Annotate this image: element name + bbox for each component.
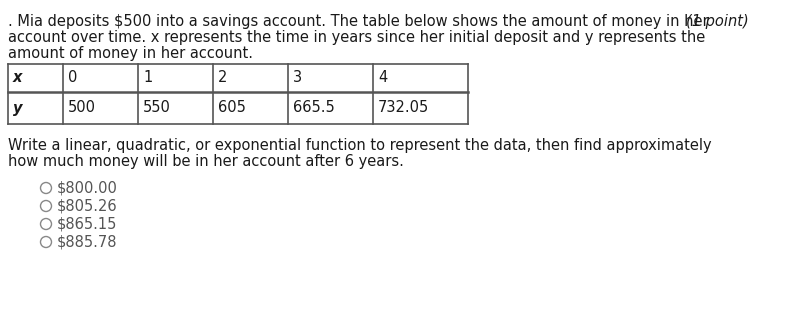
Text: how much money will be in her account after 6 years.: how much money will be in her account af…	[8, 154, 404, 169]
Circle shape	[41, 236, 51, 247]
Circle shape	[41, 182, 51, 194]
Text: 732.05: 732.05	[378, 100, 430, 116]
Text: 0: 0	[68, 70, 78, 85]
Text: account over time. x represents the time in years since her initial deposit and : account over time. x represents the time…	[8, 30, 706, 45]
Circle shape	[41, 201, 51, 212]
Text: 4: 4	[378, 70, 387, 85]
Text: amount of money in her account.: amount of money in her account.	[8, 46, 253, 61]
Text: 500: 500	[68, 100, 96, 116]
Text: . Mia deposits $500 into a savings account. The table below shows the amount of : . Mia deposits $500 into a savings accou…	[8, 14, 709, 29]
Circle shape	[41, 219, 51, 229]
Text: (1 point): (1 point)	[686, 14, 749, 29]
Text: $805.26: $805.26	[57, 198, 118, 213]
Text: $885.78: $885.78	[57, 235, 118, 250]
Text: $865.15: $865.15	[57, 217, 118, 231]
Text: $800.00: $800.00	[57, 180, 118, 196]
Text: Write a linear, quadratic, or exponential function to represent the data, then f: Write a linear, quadratic, or exponentia…	[8, 138, 712, 153]
Text: 605: 605	[218, 100, 246, 116]
Text: 665.5: 665.5	[293, 100, 334, 116]
Text: x: x	[13, 70, 22, 85]
Text: 1: 1	[143, 70, 152, 85]
Text: 550: 550	[143, 100, 171, 116]
Text: 2: 2	[218, 70, 227, 85]
Text: y: y	[13, 100, 22, 116]
Text: 3: 3	[293, 70, 302, 85]
